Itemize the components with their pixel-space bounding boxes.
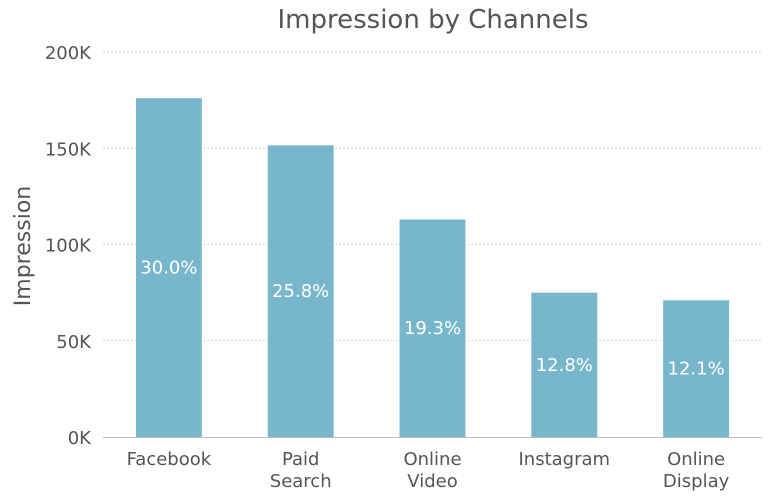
bar (531, 292, 598, 437)
y-axis-label: Impression (11, 186, 36, 306)
x-tick-labels: Facebook Paid Search Online Video Instagram On… (127, 449, 730, 492)
y-tick-labels: 0K 50K 100K 150K 200K (45, 43, 92, 449)
bar-data-label: 12.1% (668, 359, 725, 380)
data-labels: 30.0% 25.8% 19.3% 12.8% 12.1% (140, 258, 724, 380)
y-tick-label: 0K (68, 428, 92, 449)
chart-title: Impression by Channels (277, 5, 588, 35)
bars (135, 98, 730, 438)
bar (663, 300, 730, 437)
bar (135, 98, 202, 437)
y-tick-label: 150K (45, 139, 92, 160)
y-tick-label: 200K (45, 43, 92, 64)
x-tick-label: Facebook (127, 449, 212, 470)
bar-data-label: 30.0% (140, 258, 197, 279)
x-tick-label: Instagram (519, 449, 611, 470)
bar-data-label: 12.8% (536, 355, 593, 376)
x-tick-label: Online Video (403, 449, 461, 492)
bar-data-label: 19.3% (404, 318, 461, 339)
x-tick-label: Paid Search (270, 449, 332, 492)
bar-data-label: 25.8% (272, 281, 329, 302)
y-tick-label: 100K (45, 236, 92, 257)
bar (399, 219, 466, 437)
bar (267, 145, 334, 438)
x-tick-label: Online Display (663, 449, 730, 492)
y-tick-label: 50K (56, 332, 92, 353)
